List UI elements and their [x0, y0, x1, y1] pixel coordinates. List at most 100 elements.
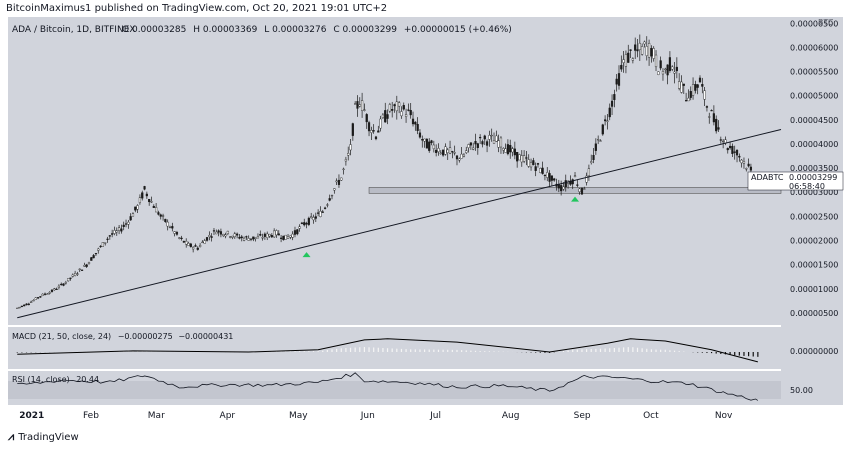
candle-body — [534, 166, 537, 171]
candle-body — [416, 123, 419, 131]
candle-body — [634, 44, 637, 51]
candle-body — [726, 148, 729, 151]
candle-body — [83, 264, 86, 267]
candle-body — [414, 121, 417, 125]
candle-body — [564, 180, 567, 188]
candle-body — [749, 166, 753, 171]
candle-body — [275, 230, 278, 236]
candle-body — [673, 71, 676, 74]
rsi-line — [17, 372, 759, 401]
y-tick-label: 0.00002500 — [790, 212, 838, 221]
candle-body — [76, 273, 79, 275]
candle-body — [62, 283, 65, 286]
ascending-trendline — [17, 128, 782, 319]
candle-body — [71, 274, 74, 277]
candle-body — [90, 257, 93, 261]
ohlc-open-label: O — [122, 25, 129, 35]
macd-line — [17, 338, 758, 363]
candle-body — [87, 262, 91, 264]
candle-body — [571, 179, 574, 185]
candle-body — [620, 64, 623, 70]
y-tick-label: 0.00002000 — [790, 237, 838, 246]
y-tick-label: 0.00006000 — [790, 43, 838, 52]
candle-body — [731, 145, 734, 154]
currency-label: BTC — [818, 18, 834, 27]
candle-body — [624, 54, 628, 67]
candle-body — [472, 147, 475, 150]
candle-body — [529, 162, 533, 168]
candle-body — [592, 155, 595, 161]
candle-body — [168, 226, 172, 229]
candle-body — [300, 222, 304, 224]
support-touch-marker — [302, 252, 311, 258]
candle-body — [173, 231, 176, 234]
candle-body — [344, 159, 347, 162]
candle-body — [479, 136, 482, 139]
candle-body — [615, 78, 618, 85]
candle-body — [601, 124, 604, 135]
candle-body — [233, 233, 236, 238]
candle-body — [305, 222, 308, 225]
candle-body — [629, 49, 632, 51]
candle-body — [691, 84, 695, 96]
candle-body — [557, 184, 560, 189]
candle-body — [407, 109, 410, 111]
candle-body — [442, 149, 445, 156]
candle-body — [298, 226, 301, 229]
candle-body — [518, 154, 521, 161]
x-tick-label: Feb — [83, 411, 99, 421]
y-tick-label: 0.00000500 — [790, 309, 838, 318]
candle-body — [585, 175, 588, 183]
candle-body — [435, 149, 438, 153]
candle-body — [617, 73, 621, 86]
candle-body — [266, 233, 269, 238]
candle-body — [680, 81, 683, 93]
rsi-axis-label: 50.00 — [790, 386, 813, 395]
candle-body — [645, 46, 648, 56]
candle-body — [307, 217, 310, 225]
candle-body — [231, 235, 234, 238]
candle-body — [347, 153, 350, 156]
candle-body — [226, 230, 229, 234]
candle-body — [210, 236, 213, 238]
candle-body — [240, 236, 243, 239]
rsi-band — [8, 381, 781, 399]
candle-body — [523, 155, 526, 162]
candle-body — [578, 188, 581, 192]
candle-body — [590, 161, 593, 163]
candle-body — [180, 237, 183, 240]
candle-body — [296, 229, 299, 235]
macd-value-2: −0.00000431 — [178, 332, 233, 341]
candle-body — [395, 101, 398, 112]
candle-body — [409, 110, 412, 116]
y-tick-label: 0.00005000 — [790, 92, 838, 101]
candle-body — [453, 152, 456, 154]
candle-body — [157, 212, 160, 215]
candle-body — [402, 105, 405, 110]
candle-body — [205, 237, 209, 241]
footer-brand[interactable]: ⩘ TradingView — [8, 430, 79, 444]
candle-body — [310, 216, 313, 218]
candle-body — [16, 307, 19, 309]
candle-body — [550, 175, 553, 181]
candle-body — [439, 152, 442, 154]
last-price-value: 0.00003299 — [789, 173, 837, 182]
candle-body — [488, 135, 491, 140]
candle-body — [701, 84, 704, 87]
ohlc-low-label: L — [264, 25, 269, 35]
candle-body — [370, 130, 373, 133]
candle-body — [293, 230, 297, 235]
candle-body — [650, 48, 653, 57]
ohlc-high-label: H — [193, 25, 200, 35]
candle-body — [312, 217, 315, 221]
candle-body — [682, 83, 685, 86]
candle-body — [728, 145, 732, 149]
macd-value-1: −0.00000275 — [118, 332, 173, 341]
price-axis-bg — [781, 17, 843, 405]
candle-body — [261, 237, 264, 239]
candle-body — [719, 139, 722, 141]
candle-body — [330, 194, 334, 197]
candle-body — [340, 177, 343, 181]
candle-body — [492, 140, 496, 144]
x-tick-label: Jul — [429, 411, 441, 421]
